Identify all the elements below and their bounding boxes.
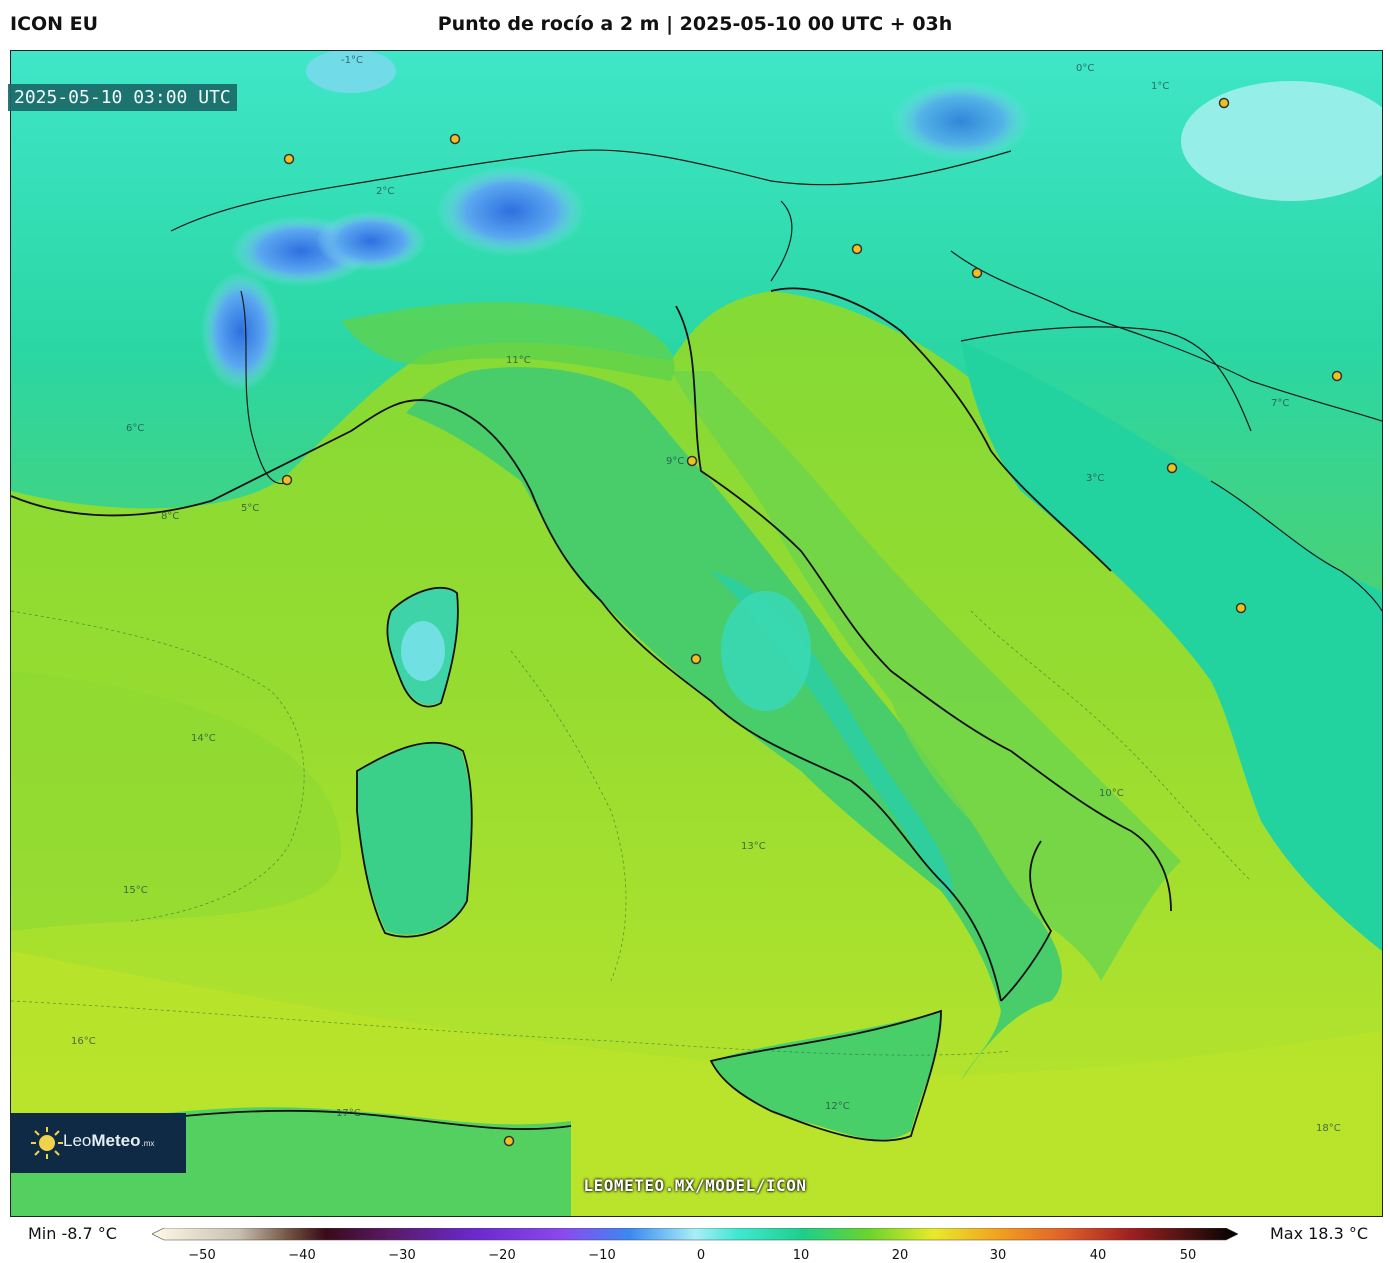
colorbar-ramp	[152, 1228, 1238, 1241]
svg-text:30: 30	[990, 1248, 1007, 1262]
city-marker	[686, 455, 698, 467]
city-marker	[851, 243, 863, 255]
svg-text:0°C: 0°C	[1076, 63, 1094, 74]
city-markers	[281, 97, 1343, 1147]
leometeo-logo[interactable]: LeoMeteo.mx	[11, 1113, 186, 1173]
svg-text:0: 0	[697, 1248, 705, 1262]
city-marker	[1235, 602, 1247, 614]
isotherm-labels: -1°C 0°C 1°C 2°C 3°C 5°C 6°C 7°C 8°C 9°C…	[71, 55, 1341, 1134]
city-marker	[1218, 97, 1230, 109]
svg-text:7°C: 7°C	[1271, 398, 1289, 409]
svg-text:−50: −50	[188, 1248, 215, 1262]
svg-text:8°C: 8°C	[161, 511, 179, 522]
west-sea-band	[11, 671, 341, 931]
svg-text:17°C: 17°C	[336, 1108, 361, 1119]
svg-text:14°C: 14°C	[191, 733, 216, 744]
model-name: ICON EU	[10, 13, 99, 35]
svg-text:20: 20	[892, 1248, 909, 1262]
weather-map[interactable]: -1°C 0°C 1°C 2°C 3°C 5°C 6°C 7°C 8°C 9°C…	[10, 50, 1383, 1217]
timestamp-label: 2025-05-10 03:00 UTC	[8, 84, 237, 111]
svg-text:9°C: 9°C	[666, 456, 684, 467]
austria-blob	[891, 81, 1031, 161]
svg-text:16°C: 16°C	[71, 1036, 96, 1047]
sun-icon	[31, 1127, 63, 1159]
city-marker	[971, 267, 983, 279]
svg-text:10: 10	[793, 1248, 810, 1262]
svg-text:12°C: 12°C	[825, 1101, 850, 1112]
city-marker	[1166, 462, 1178, 474]
svg-text:50: 50	[1180, 1248, 1197, 1262]
svg-text:−20: −20	[488, 1248, 515, 1262]
city-marker	[503, 1135, 515, 1147]
svg-text:2°C: 2°C	[376, 186, 394, 197]
colorbar-ticks: −50 −40 −30 −20 −10 0 10 20 30 40 50	[188, 1248, 1196, 1262]
svg-text:5°C: 5°C	[241, 503, 259, 514]
svg-text:40: 40	[1090, 1248, 1107, 1262]
svg-text:-1°C: -1°C	[341, 55, 363, 66]
borders	[170, 149, 1382, 612]
city-marker	[690, 653, 702, 665]
svg-text:6°C: 6°C	[126, 423, 144, 434]
sicily	[711, 1011, 942, 1140]
svg-text:18°C: 18°C	[1316, 1123, 1341, 1134]
apennines-cold-spot	[721, 591, 811, 711]
italy-land	[406, 367, 1062, 1081]
chart-title: Punto de rocío a 2 m | 2025-05-10 00 UTC…	[437, 13, 953, 35]
corsica-cold-core	[401, 621, 445, 681]
svg-text:−30: −30	[388, 1248, 415, 1262]
min-label: Min -8.7 °C	[28, 1224, 117, 1243]
svg-text:−40: −40	[288, 1248, 315, 1262]
svg-text:−10: −10	[588, 1248, 615, 1262]
city-marker	[449, 133, 461, 145]
po-valley-field	[341, 302, 675, 381]
map-canvas: -1°C 0°C 1°C 2°C 3°C 5°C 6°C 7°C 8°C 9°C…	[11, 51, 1382, 1216]
city-marker	[281, 474, 293, 486]
svg-text:3°C: 3°C	[1086, 473, 1104, 484]
northern-land-field	[11, 51, 1382, 641]
watermark-url: LEOMETEO.MX/MODEL/ICON	[583, 1176, 807, 1195]
logo-text: LeoMeteo.mx	[63, 1131, 155, 1150]
adriatic-coast-field	[671, 371, 1181, 981]
colorbar: −50 −40 −30 −20 −10 0 10 20 30 40 50	[152, 1228, 1238, 1262]
city-marker	[283, 153, 295, 165]
balkans-field	[961, 341, 1382, 951]
alps-blob-southwest	[201, 271, 281, 391]
sardinia	[356, 742, 471, 935]
alps-blob-center-west	[316, 211, 426, 271]
max-label: Max 18.3 °C	[1269, 1224, 1368, 1243]
north-cold-patch	[306, 51, 396, 93]
svg-text:15°C: 15°C	[123, 885, 148, 896]
svg-text:11°C: 11°C	[506, 355, 531, 366]
city-marker	[1331, 370, 1343, 382]
isolines	[11, 610, 1252, 1056]
svg-text:13°C: 13°C	[741, 841, 766, 852]
svg-text:10°C: 10°C	[1099, 788, 1124, 799]
northeast-cold-area	[1181, 81, 1382, 201]
alps-blob-central	[436, 166, 586, 256]
svg-text:1°C: 1°C	[1151, 81, 1169, 92]
